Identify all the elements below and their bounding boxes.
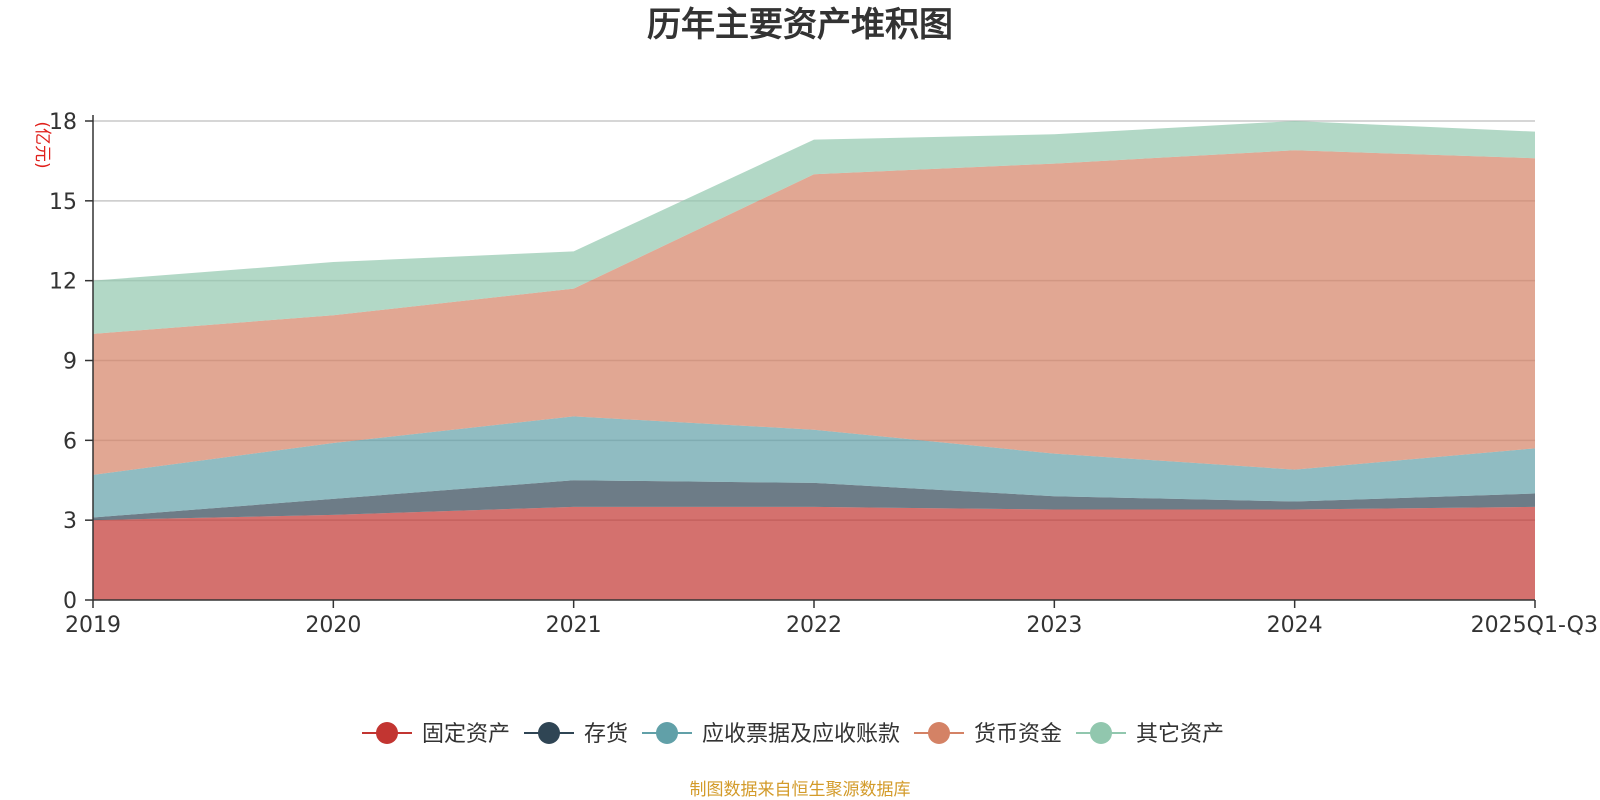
legend-marker <box>538 722 560 744</box>
area-1 <box>93 480 1535 521</box>
x-tick-label: 2022 <box>786 613 842 638</box>
legend-label: 货币资金 <box>974 722 1062 747</box>
x-tick-label: 2021 <box>546 613 602 638</box>
legend-marker <box>376 722 398 744</box>
x-tick-label: 2019 <box>65 613 121 638</box>
area-0 <box>93 506 1535 600</box>
legend-label: 固定资产 <box>422 722 510 747</box>
legend-label: 存货 <box>584 722 628 747</box>
legend[interactable]: 固定资产 存货 应收票据及应收账款 货币资金 其它资产 <box>362 722 1224 747</box>
legend-item[interactable]: 应收票据及应收账款 <box>642 722 900 747</box>
legend-marker <box>928 722 950 744</box>
area-4 <box>93 121 1535 334</box>
legend-item[interactable]: 货币资金 <box>914 722 1062 747</box>
source-note: 制图数据来自恒生聚源数据库 <box>690 780 911 800</box>
legend-label: 其它资产 <box>1136 722 1224 747</box>
area-series <box>93 121 1535 600</box>
x-tick-label: 2025Q1-Q3 <box>1471 613 1598 638</box>
legend-marker <box>656 722 678 744</box>
area-2 <box>93 416 1535 518</box>
legend-item[interactable]: 固定资产 <box>362 722 510 747</box>
y-axis-unit-label: (亿元) <box>32 121 52 168</box>
chart-title: 历年主要资产堆积图 <box>647 5 953 45</box>
legend-marker <box>1090 722 1112 744</box>
y-tick-label: 15 <box>49 190 77 215</box>
axes: 0 3 6 9 12 15 18 2019 2020 2021 2022 2023 2024 2025Q1… <box>49 110 1598 638</box>
legend-item[interactable]: 其它资产 <box>1076 722 1224 747</box>
legend-item[interactable]: 存货 <box>524 722 628 747</box>
y-tick-label: 9 <box>63 350 77 375</box>
legend-label: 应收票据及应收账款 <box>702 722 900 747</box>
y-tick-label: 6 <box>63 429 77 454</box>
area-3 <box>93 150 1535 475</box>
y-tick-label: 0 <box>63 589 77 614</box>
x-tick-label: 2020 <box>305 613 361 638</box>
y-tick-label: 12 <box>49 270 77 295</box>
x-tick-label: 2023 <box>1026 613 1082 638</box>
x-tick-label: 2024 <box>1267 613 1323 638</box>
y-tick-label: 18 <box>49 110 77 135</box>
y-tick-label: 3 <box>63 509 77 534</box>
